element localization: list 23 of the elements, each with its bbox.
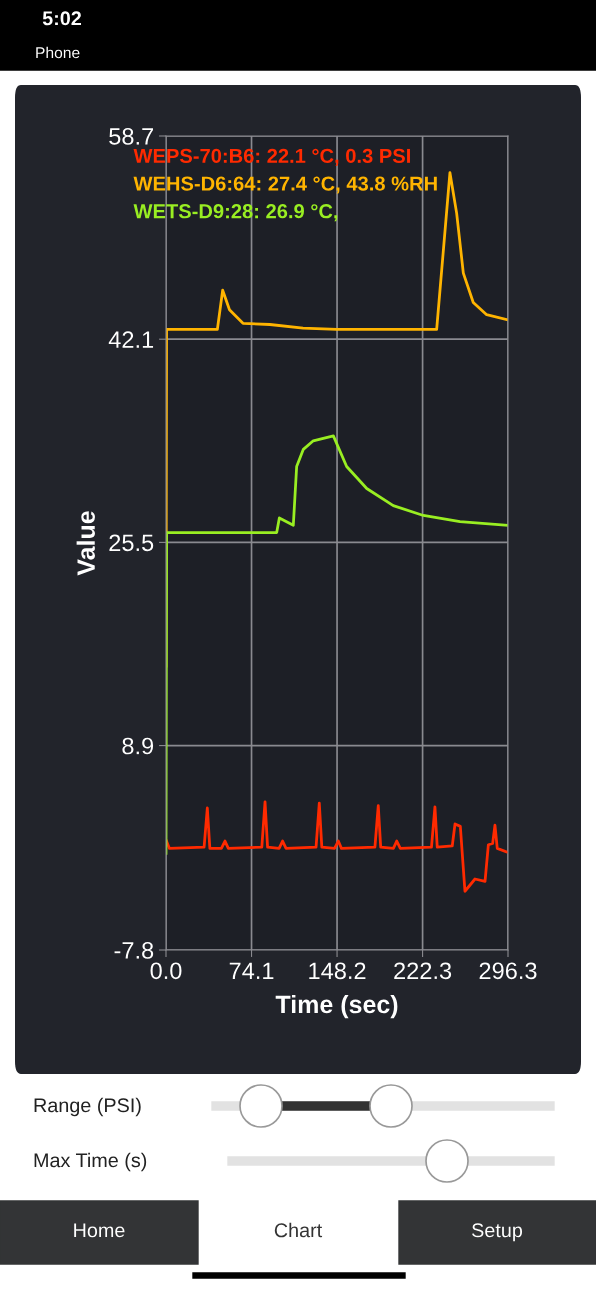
x-tick-label: 0.0	[150, 962, 182, 980]
text: Chart	[274, 1222, 323, 1238]
text: Setup	[472, 1223, 523, 1242]
line-series	[166, 800, 508, 893]
text: Home	[74, 1223, 125, 1238]
text: Max Time (s)	[34, 1152, 147, 1172]
y-tick-label: 25.5	[109, 534, 154, 552]
text: WEPS-70:B6: 22.1 °C, 0.3 PSI	[133, 148, 410, 166]
y-axis-title: Value	[76, 511, 95, 576]
text: 5:02	[42, 11, 82, 26]
x-tick-label: 222.3	[394, 962, 452, 980]
series-label: WEHS-D6:64: 27.4 °C, 43.8 %RH	[133, 176, 437, 194]
y-tick-label: 58.7	[109, 128, 154, 145]
text: Phone	[36, 46, 80, 59]
x-tick-label: 296.3	[479, 962, 537, 980]
x-tick-label: 148.2	[309, 962, 366, 980]
x-axis-title: Time (sec)	[275, 994, 398, 1019]
text: WETS-D9:28: 26.9 °C,	[133, 204, 338, 222]
x-tick-label: 74.1	[229, 962, 274, 979]
y-tick-label: 42.1	[108, 331, 154, 348]
y-tick-label: -7.8	[114, 942, 154, 959]
y-tick-label: 8.9	[122, 737, 154, 755]
text: Range (PSI)	[34, 1097, 141, 1117]
